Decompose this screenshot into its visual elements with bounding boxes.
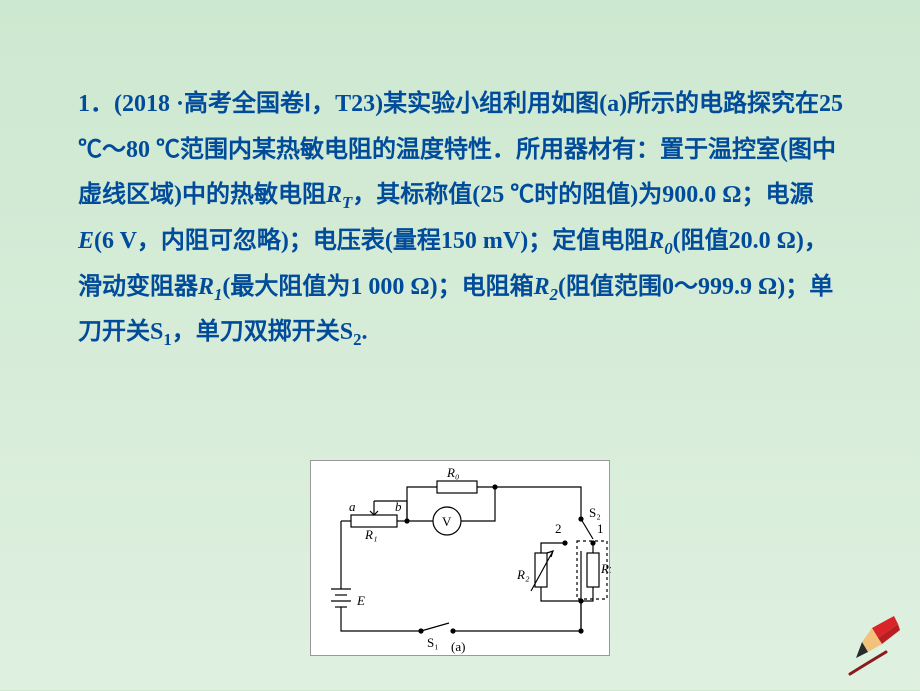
source-prefix: (2018 · [114, 91, 184, 117]
stem-end: . [362, 319, 368, 345]
question-number: 1． [78, 91, 114, 117]
label-V: V [442, 514, 452, 529]
label-S1: S₁ [427, 635, 439, 650]
pencil-icon [842, 616, 902, 686]
stem-6: ，单刀双掷开关S [172, 319, 353, 345]
label-b: b [395, 499, 402, 514]
label-RT: Rᴛ [600, 561, 611, 576]
stem-2: ，其标称值(25 ℃时的阻值)为900.0 Ω；电源 [352, 182, 813, 208]
stem-2b: (6 V，内阻可忽略)；电压表(量程150 mV)；定值电阻 [94, 228, 648, 254]
label-pos2: 2 [555, 521, 562, 536]
circuit-caption: (a) [451, 639, 465, 654]
label-a: a [349, 499, 356, 514]
sub-S1: 1 [163, 330, 171, 349]
sub-S2: 2 [353, 330, 361, 349]
question-body: 1．(2018 ·高考全国卷Ⅰ，T23)某实验小组利用如图(a)所示的电路探究在… [78, 82, 848, 356]
symbol-R0: R0 [648, 228, 672, 254]
label-pos1: 1 [597, 521, 604, 536]
label-R2: R₂ [516, 567, 530, 582]
label-R0: R₀ [446, 465, 459, 480]
source-suffix: ，T23) [311, 91, 383, 117]
symbol-E: E [78, 228, 94, 254]
symbol-R2: R2 [534, 274, 558, 300]
stem-4: (最大阻值为1 000 Ω)；电阻箱 [222, 274, 533, 300]
label-E: E [356, 593, 365, 608]
source-name: 高考全国卷Ⅰ [184, 91, 311, 117]
symbol-R1: R1 [198, 274, 222, 300]
symbol-RT: RT [326, 182, 352, 208]
label-R1: R₁ [364, 527, 377, 542]
circuit-diagram: E S₁ a b R₁ R₀ V S₂ [310, 460, 610, 656]
label-S2: S₂ [589, 505, 601, 520]
